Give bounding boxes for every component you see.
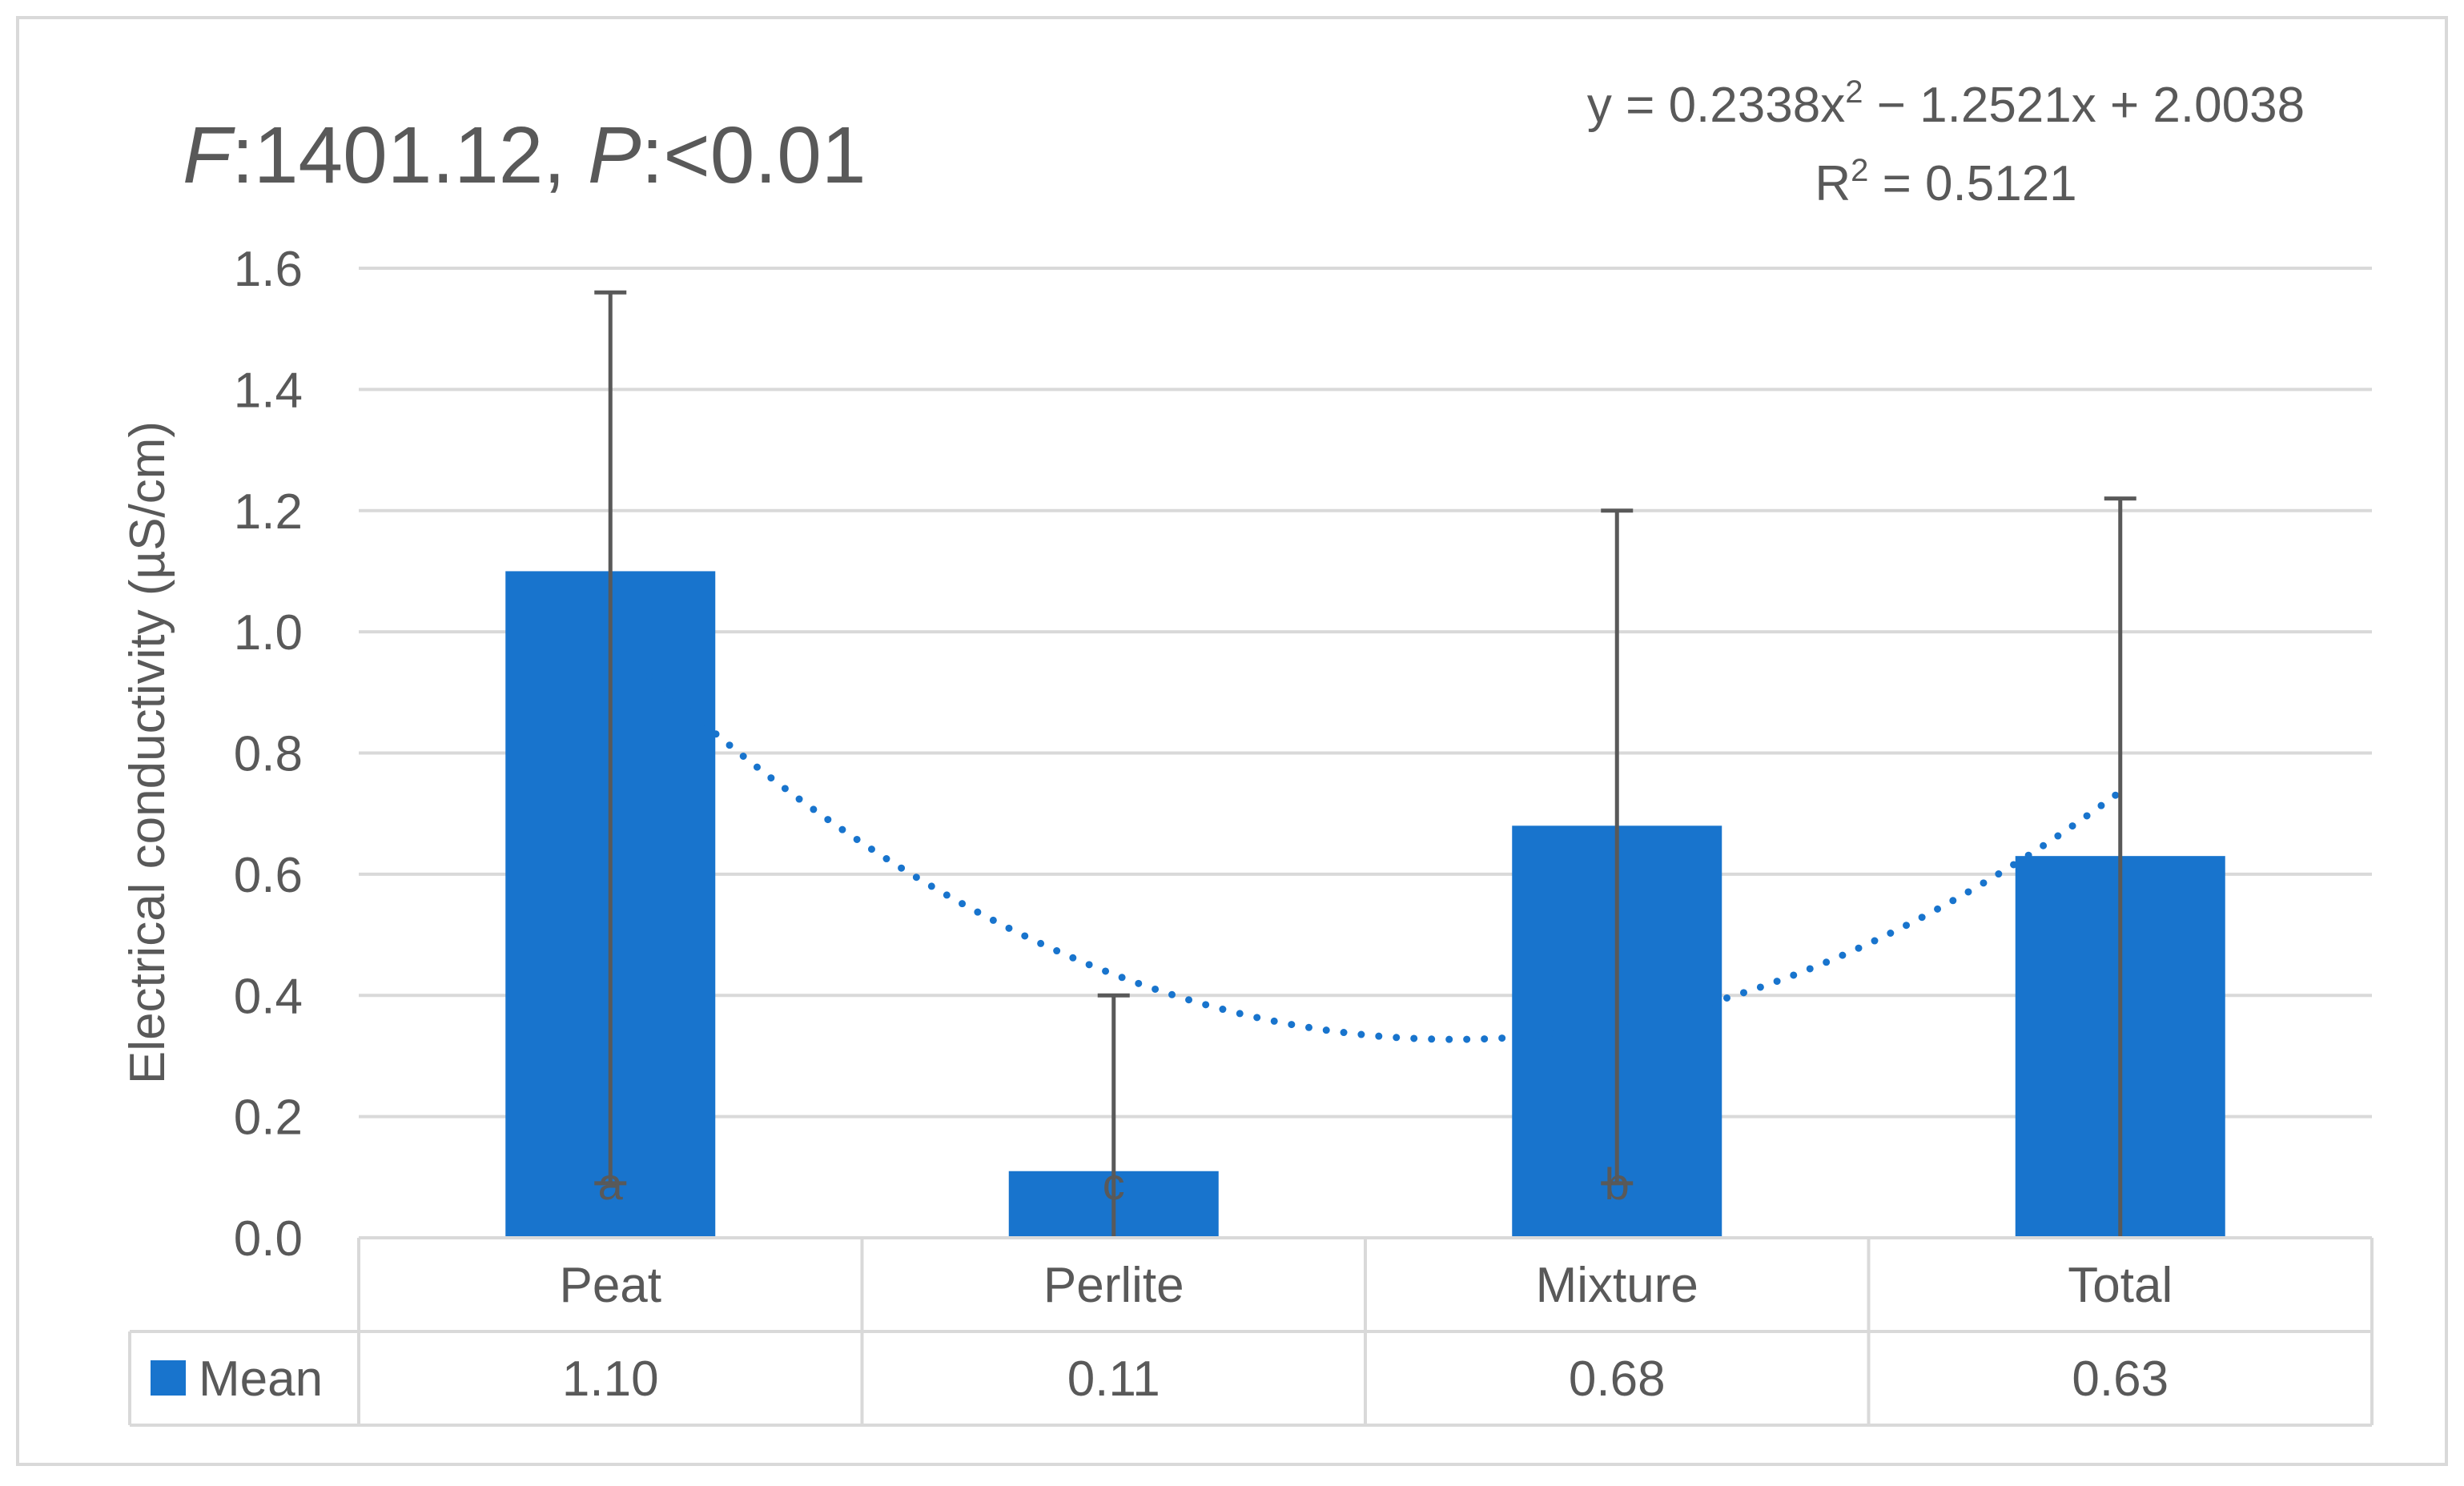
y-tick-label: 1.2 [234, 484, 303, 540]
y-tick-label: 0.6 [234, 848, 303, 903]
error-bars [594, 290, 2136, 1238]
x-tick-label: Peat [559, 1258, 661, 1313]
x-tick-label: Total [2068, 1258, 2173, 1313]
r2-prefix: R [1815, 156, 1851, 211]
title-p-value: :<0.01 [641, 110, 866, 200]
data-table: Peat 1.10 Perlite 0.11 Mixture 0.68 Total 0.63 M… [128, 1236, 2374, 1427]
title-f-value: :1401.12, [231, 110, 588, 200]
significance-letter: b [1605, 1159, 1630, 1209]
r2-suffix: = 0.5121 [1868, 156, 2076, 211]
y-tick-label: 1.4 [234, 363, 303, 418]
trendline-equation: y = 0.2338x2 − 1.2521x + 2.0038 [1587, 74, 2305, 133]
chart-border [16, 16, 2448, 1466]
title-f-letter: F [183, 110, 235, 200]
data-table-value: 0.11 [1067, 1351, 1160, 1407]
r2-exponent: 2 [1851, 153, 1868, 188]
significance-letter: c [1103, 1159, 1125, 1209]
chart-title: F:1401.12, P:<0.01 [183, 110, 866, 200]
data-table-value: 0.63 [2072, 1351, 2169, 1407]
x-tick-label: Perlite [1043, 1258, 1184, 1313]
equation-suffix: − 1.2521x + 2.0038 [1863, 78, 2305, 133]
legend-label: Mean [199, 1351, 323, 1407]
y-axis-ticks: 0.0 0.2 0.4 0.6 0.8 1.0 1.2 1.4 1.6 [234, 242, 303, 1267]
trendline-r2: R2 = 0.5121 [1815, 153, 2076, 211]
data-table-value: 0.68 [1569, 1351, 1666, 1407]
y-tick-label: 0.2 [234, 1090, 303, 1146]
y-axis-label: Electrical conductivity (µS/cm) [120, 421, 175, 1084]
equation-exponent: 2 [1845, 74, 1863, 110]
data-table-value: 1.10 [562, 1351, 659, 1407]
significance-letter: a [598, 1159, 624, 1209]
y-tick-label: 0.8 [234, 727, 303, 782]
y-tick-label: 1.6 [234, 242, 303, 297]
x-tick-label: Mixture [1536, 1258, 1698, 1313]
y-tick-label: 0.4 [234, 969, 303, 1024]
title-p-letter: P [588, 110, 641, 200]
equation-prefix: y = 0.2338x [1587, 78, 1845, 133]
y-tick-label: 1.0 [234, 605, 303, 661]
y-tick-label: 0.0 [234, 1211, 303, 1267]
legend-swatch [151, 1360, 186, 1396]
